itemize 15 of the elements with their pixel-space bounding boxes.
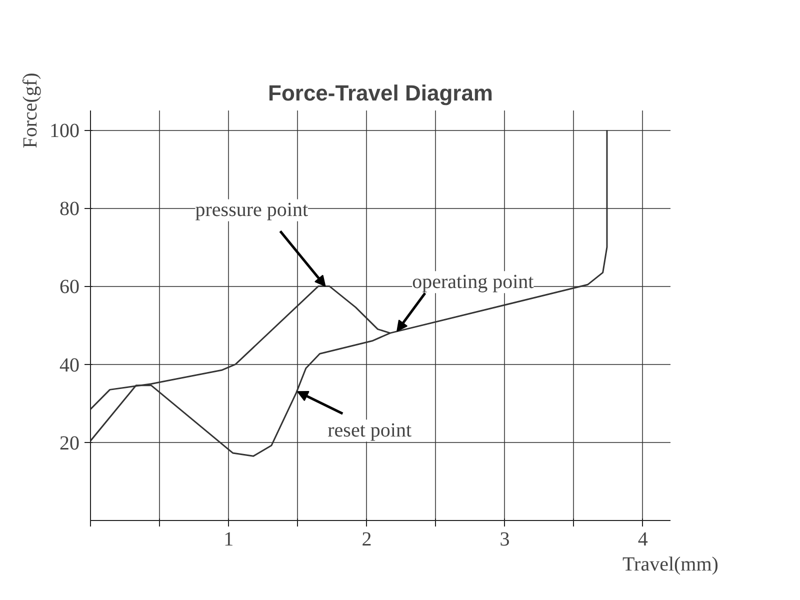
y-tick-label: 80	[60, 198, 80, 220]
y-tick-label: 100	[50, 120, 80, 142]
y-axis-title: Force(gf)	[20, 72, 42, 148]
y-tick-label: 20	[60, 432, 80, 454]
x-axis-title: Travel(mm)	[622, 554, 718, 576]
chart-title: Force-Travel Diagram	[268, 80, 493, 106]
annotation: reset point	[328, 420, 412, 442]
annotation: operating point	[412, 271, 534, 294]
x-tick-label: 2	[362, 528, 372, 550]
y-tick-label: 60	[60, 276, 80, 298]
y-tick-label: 40	[60, 354, 80, 376]
x-tick-label: 3	[500, 528, 510, 550]
annotation: pressure point	[195, 199, 308, 222]
x-tick-label: 1	[224, 528, 234, 550]
x-tick-label: 4	[638, 528, 648, 550]
